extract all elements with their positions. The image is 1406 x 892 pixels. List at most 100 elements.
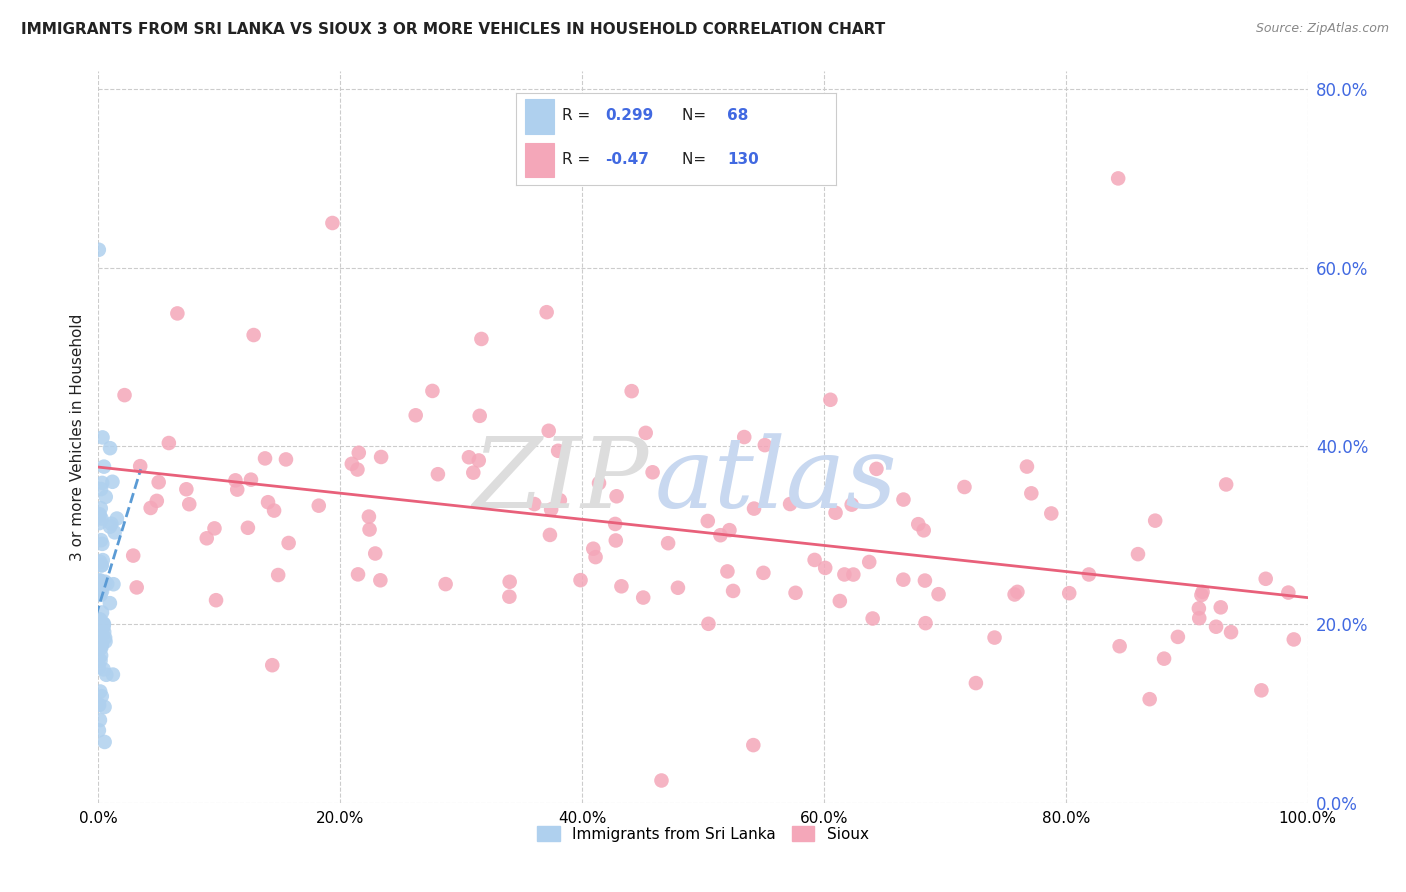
Point [89,555,111,569]
Point [1126,547,1149,561]
Point [90,558,112,573]
Point [858,555,880,569]
Point [824,506,846,520]
Point [166,306,188,320]
Point [582,541,605,556]
Point [94,490,117,504]
Point [90,628,112,642]
Point [828,594,851,608]
Point [94,634,117,648]
Point [742,738,765,752]
Point [90,617,112,632]
Point [262,658,284,673]
Point [236,521,259,535]
Point [139,500,162,515]
Point [101,667,124,681]
Point [370,450,392,464]
Point [610,579,633,593]
Point [308,499,330,513]
Point [89,516,111,530]
Point [893,492,915,507]
Point [785,586,807,600]
Point [105,511,128,525]
Point [458,450,481,465]
Point [90,511,112,525]
Point [666,581,689,595]
Point [94,574,117,589]
Point [953,480,976,494]
Point [90,577,112,591]
Point [754,438,776,452]
Point [405,409,427,423]
Point [94,631,117,645]
Point [1220,625,1243,640]
Point [716,565,738,579]
Point [650,773,672,788]
Point [226,483,249,497]
Point [540,502,562,516]
Point [122,549,145,563]
Point [1167,630,1189,644]
Point [709,528,731,542]
Point [588,476,610,491]
Point [87,723,110,738]
Point [91,620,114,634]
Point [157,436,180,450]
Point [90,582,112,596]
Point [891,573,914,587]
Legend: Immigrants from Sri Lanka, Sioux: Immigrants from Sri Lanka, Sioux [531,820,875,847]
Point [87,243,110,257]
Point [93,662,115,676]
Point [90,533,112,548]
Point [89,684,111,698]
Point [90,638,112,652]
Point [87,587,110,601]
Point [87,698,110,712]
Point [90,638,112,652]
Point [834,567,856,582]
Point [697,616,720,631]
Point [914,616,936,631]
Point [820,392,842,407]
Point [87,698,110,712]
Point [146,494,169,508]
Point [98,596,121,610]
Point [569,573,592,587]
Point [90,558,112,573]
Point [914,574,936,588]
Point [718,523,741,537]
Point [90,482,112,496]
Point [468,453,491,467]
Point [195,531,218,545]
Point [364,547,387,561]
Point [357,509,380,524]
Point [1189,588,1212,602]
Point [1254,572,1277,586]
Point [267,568,290,582]
Point [803,553,825,567]
Point [340,457,363,471]
Point [634,425,657,440]
Point [548,493,571,508]
Point [179,497,201,511]
Point [983,631,1005,645]
Point [257,495,280,509]
Point [426,467,449,482]
Point [1015,459,1038,474]
Point [90,690,112,704]
Point [253,451,276,466]
Point [89,624,111,638]
Point [733,430,755,444]
Point [93,700,115,714]
Point [125,581,148,595]
Point [277,536,299,550]
Point [114,388,136,402]
Point [91,622,114,636]
Point [1209,600,1232,615]
Point [1188,601,1211,615]
Point [1004,587,1026,601]
Point [912,524,935,538]
Point [87,651,110,665]
Point [347,567,370,582]
Point [176,483,198,497]
